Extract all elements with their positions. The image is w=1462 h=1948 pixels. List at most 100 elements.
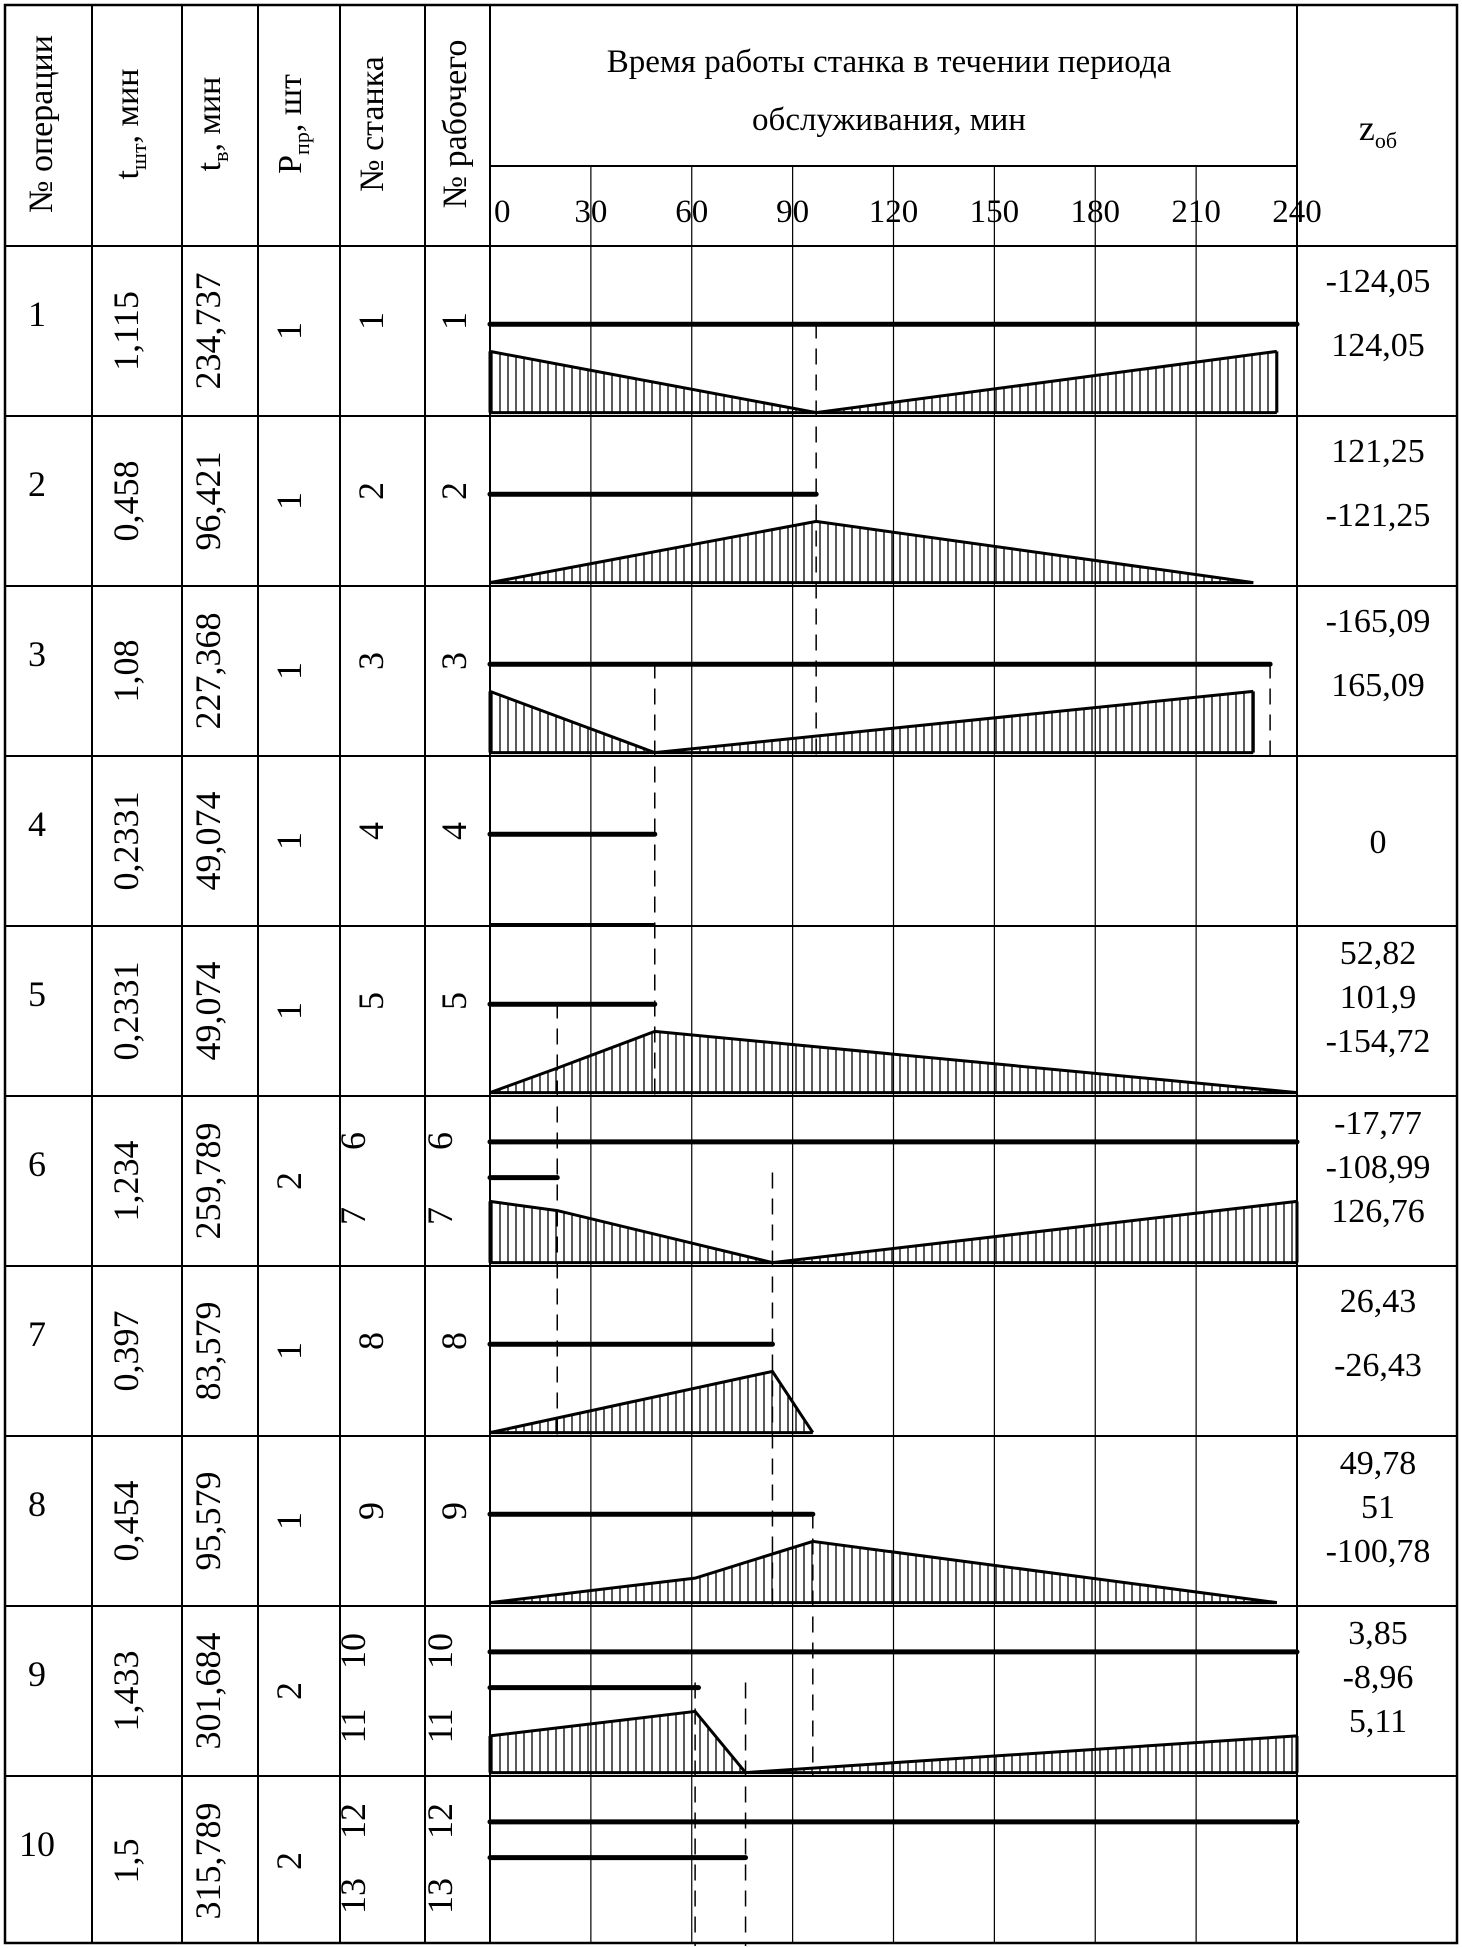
machine-no-cell: 3: [351, 652, 391, 670]
worker-no-cell: 12: [420, 1803, 460, 1839]
stock-outline: [489, 1369, 815, 1435]
t-sht-symbol: t: [109, 169, 146, 179]
op-no-cell: 4: [28, 804, 46, 844]
header-row: № операции tшт, мин tв, мин Pпр, шт № ст…: [23, 35, 1397, 213]
p-pr-cell: 1: [269, 322, 309, 340]
z-ob-value: 3,85: [1348, 1615, 1408, 1652]
p-pr-cell: 1: [269, 492, 309, 510]
z-ob-value: 165,09: [1331, 667, 1425, 704]
z-ob-header: zоб: [1359, 108, 1397, 153]
p-pr-cell: 2: [269, 1172, 309, 1190]
p-pr-subscript: пр: [289, 132, 314, 155]
t-v-symbol: t: [191, 161, 228, 171]
machine-no-cell: 11: [333, 1709, 373, 1744]
z-ob-value: -100,78: [1326, 1533, 1431, 1570]
op-no-cell: 9: [28, 1654, 46, 1694]
t-v-cell: 315,789: [188, 1803, 228, 1920]
t-sht-cell: 1,115: [106, 291, 146, 371]
t-v-cell: 49,074: [188, 792, 228, 891]
worker-no-cell: 4: [434, 822, 474, 840]
op-no-cell: 3: [28, 634, 46, 674]
worker-no-header: № рабочего: [437, 40, 474, 209]
stock-hatch-area: [490, 1371, 813, 1433]
p-pr-cell: 1: [269, 662, 309, 680]
t-sht-cell: 1,433: [106, 1651, 146, 1732]
t-v-cell: 95,579: [188, 1472, 228, 1571]
t-sht-cell: 1,5: [106, 1839, 146, 1884]
machine-no-header: № станка: [354, 56, 391, 192]
worker-no-cell: 3: [434, 652, 474, 670]
p-pr-cell: 1: [269, 1002, 309, 1020]
z-ob-value: 51: [1361, 1489, 1395, 1526]
p-pr-unit: , шт: [272, 74, 309, 132]
p-pr-cell: 1: [269, 1342, 309, 1360]
stock-hatch-area: [490, 1201, 1297, 1263]
machine-no-cell: 5: [351, 992, 391, 1010]
z-ob-value: -121,25: [1326, 497, 1431, 534]
z-ob-value: -154,72: [1326, 1023, 1431, 1060]
t-v-cell: 227,368: [188, 613, 228, 730]
table-frame: [3, 3, 1459, 1945]
machine-no-cell: 4: [351, 822, 391, 840]
stock-hatch-area: [490, 351, 1277, 413]
t-sht-cell: 1,08: [106, 640, 146, 703]
stock-outline: [489, 1199, 1298, 1265]
stock-diagrams: [488, 349, 1299, 1775]
t-v-cell: 234,737: [188, 273, 228, 390]
p-pr-cell: 2: [269, 1852, 309, 1870]
z-ob-value: -108,99: [1326, 1149, 1431, 1186]
t-sht-cell: 1,234: [106, 1141, 146, 1222]
machine-no-cell: 1: [351, 312, 391, 330]
op-no-cell: 8: [28, 1484, 46, 1524]
p-pr-cell: 1: [269, 1512, 309, 1530]
z-ob-value: -17,77: [1334, 1105, 1422, 1142]
t-v-cell: 49,074: [188, 962, 228, 1061]
p-pr-symbol: P: [272, 155, 309, 174]
t-v-cell: 96,421: [188, 452, 228, 551]
t-v-subscript: в: [208, 152, 233, 162]
t-sht-cell: 0,397: [106, 1311, 146, 1392]
p-pr-cell: 1: [269, 832, 309, 850]
machine-no-cell: 12: [333, 1803, 373, 1839]
machine-no-cell: 2: [351, 482, 391, 500]
stock-hatch-area: [490, 521, 1254, 583]
t-sht-header: tшт, мин: [109, 69, 151, 180]
stock-outline: [489, 1029, 1298, 1095]
op-no-cell: 6: [28, 1144, 46, 1184]
z-ob-value: -165,09: [1326, 603, 1431, 640]
t-v-cell: 301,684: [188, 1633, 228, 1750]
z-ob-value: 0: [1370, 824, 1387, 861]
machine-no-cell: 10: [333, 1633, 373, 1669]
t-v-cell: 83,579: [188, 1302, 228, 1401]
stock-outline: [489, 519, 1254, 585]
z-ob-symbol: z: [1359, 108, 1375, 148]
machine-no-cell: 8: [351, 1332, 391, 1350]
t-sht-cell: 0,458: [106, 461, 146, 542]
work-bars: [487, 321, 1300, 1861]
stock-hatch-area: [490, 1031, 1297, 1093]
z-ob-value: 124,05: [1331, 327, 1425, 364]
t-sht-subscript: шт: [126, 143, 151, 170]
z-ob-value: 26,43: [1340, 1283, 1417, 1320]
z-ob-value: 52,82: [1340, 935, 1417, 972]
worker-no-cell: 11: [420, 1709, 460, 1744]
chart-title-line1: Время работы станка в течении периода: [607, 44, 1172, 80]
op-no-cell: 5: [28, 974, 46, 1014]
worker-no-cell: 8: [434, 1332, 474, 1350]
worker-no-cell: 5: [434, 992, 474, 1010]
t-v-header: tв, мин: [191, 77, 233, 172]
time-scale: 0 30 60 90 120 150 180 210 240: [494, 194, 1322, 230]
grid-lines: [5, 5, 1457, 1943]
t-sht-cell: 0,454: [106, 1481, 146, 1562]
worker-no-cell: 13: [420, 1878, 460, 1914]
stock-outline: [489, 1539, 1278, 1605]
p-pr-header: Pпр, шт: [272, 74, 314, 174]
t-sht-unit: , мин: [109, 69, 146, 144]
stock-hatch-area: [490, 1711, 1297, 1773]
op-no-cell: 7: [28, 1314, 46, 1354]
op-no-cell: 2: [28, 464, 46, 504]
worker-no-cell: 10: [420, 1633, 460, 1669]
z-ob-value: 49,78: [1340, 1445, 1417, 1482]
machine-no-cell: 7: [333, 1207, 373, 1225]
z-ob-value: -8,96: [1343, 1659, 1414, 1696]
